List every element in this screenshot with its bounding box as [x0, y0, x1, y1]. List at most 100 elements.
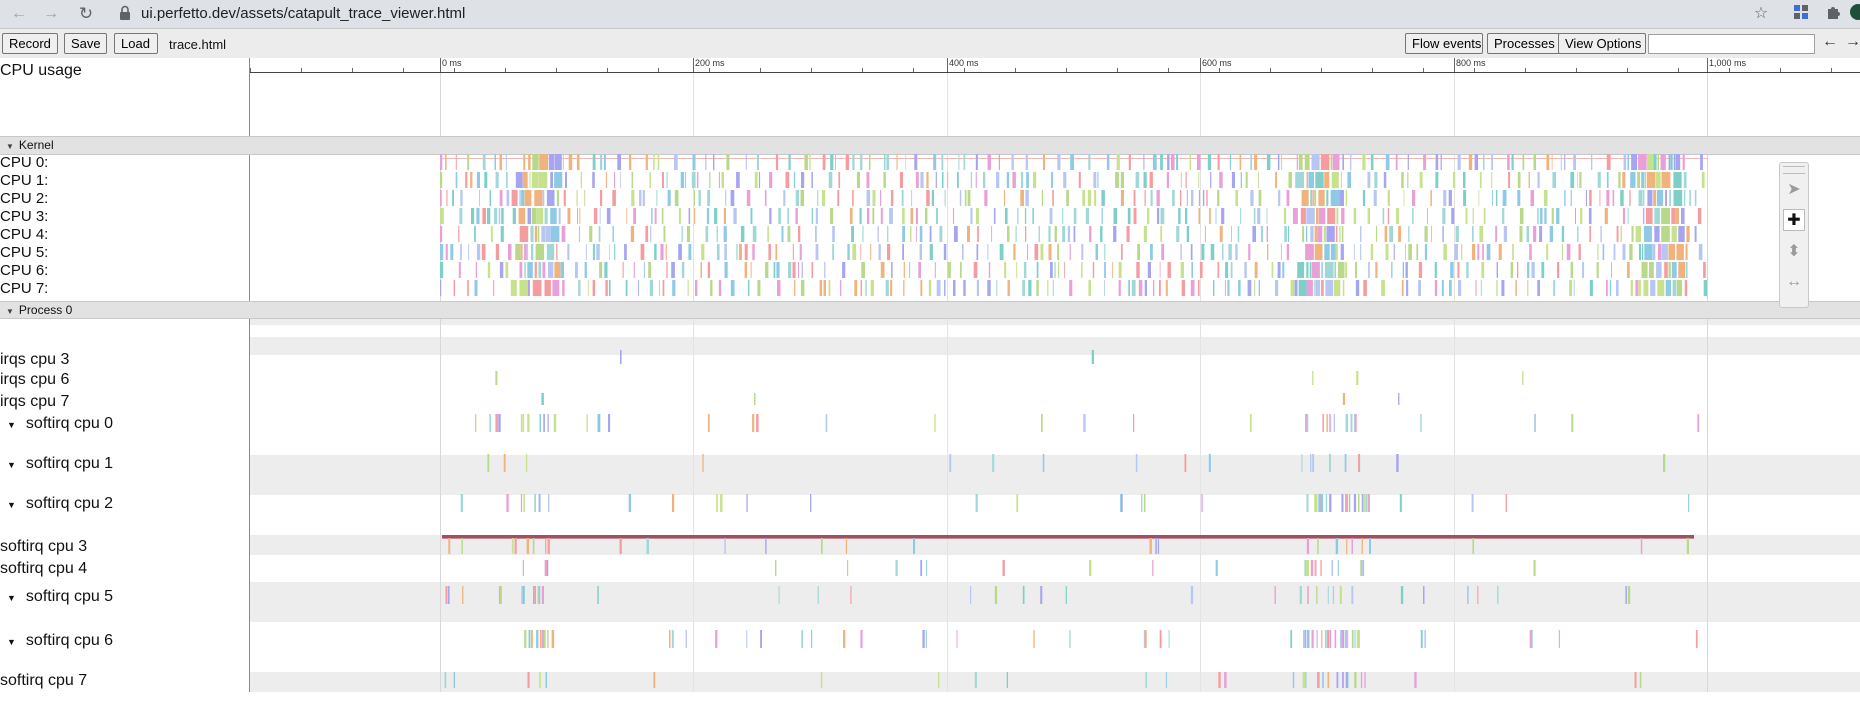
trace-slice[interactable]	[524, 244, 527, 260]
trace-slice[interactable]	[458, 262, 461, 278]
trace-slice[interactable]	[453, 280, 455, 296]
trace-slice[interactable]	[975, 172, 977, 188]
trace-slice[interactable]	[823, 280, 827, 296]
trace-slice[interactable]	[592, 280, 596, 296]
trace-slice[interactable]	[1249, 414, 1252, 432]
trace-slice[interactable]	[903, 262, 905, 278]
trace-slice[interactable]	[474, 280, 478, 296]
trace-slice[interactable]	[1209, 208, 1211, 224]
trace-slice[interactable]	[1267, 244, 1269, 260]
trace-slice[interactable]	[959, 190, 962, 206]
trace-slice[interactable]	[769, 172, 773, 188]
trace-slice[interactable]	[1298, 154, 1303, 170]
trace-slice[interactable]	[1517, 262, 1519, 278]
trace-slice[interactable]	[1078, 172, 1081, 188]
trace-slice[interactable]	[1333, 414, 1335, 432]
trace-slice[interactable]	[487, 262, 491, 278]
trace-slice[interactable]	[1689, 190, 1691, 206]
trace-slice[interactable]	[1638, 154, 1647, 170]
trace-slice[interactable]	[1564, 190, 1566, 206]
trace-slice[interactable]	[754, 393, 756, 405]
trace-slice[interactable]	[998, 154, 1000, 170]
trace-slice[interactable]	[1106, 154, 1110, 170]
trace-slice[interactable]	[1671, 226, 1677, 242]
trace-slice[interactable]	[1534, 414, 1536, 432]
trace-slice[interactable]	[1501, 280, 1505, 296]
trace-slice[interactable]	[589, 226, 593, 242]
trace-slice[interactable]	[926, 190, 930, 206]
trace-slice[interactable]	[1463, 172, 1466, 188]
trace-slice[interactable]	[624, 244, 627, 260]
trace-slice[interactable]	[1546, 244, 1549, 260]
trace-slice[interactable]	[672, 280, 676, 296]
trace-slice[interactable]	[1022, 280, 1025, 296]
trace-slice[interactable]	[925, 208, 928, 224]
trace-slice[interactable]	[1611, 262, 1612, 278]
trace-slice[interactable]	[1332, 154, 1340, 170]
trace-slice[interactable]	[1231, 172, 1235, 188]
trace-slice[interactable]	[1353, 208, 1357, 224]
trace-slice[interactable]	[1275, 172, 1277, 188]
trace-slice[interactable]	[1480, 280, 1482, 296]
trace-slice[interactable]	[1016, 262, 1018, 278]
trace-slice[interactable]	[1314, 280, 1316, 296]
trace-slice[interactable]	[1324, 244, 1330, 260]
trace-slice[interactable]	[1606, 172, 1609, 188]
trace-slice[interactable]	[1643, 280, 1649, 296]
trace-slice[interactable]	[1622, 172, 1626, 188]
trace-slice[interactable]	[895, 560, 898, 576]
trace-slice[interactable]	[1341, 494, 1344, 512]
trace-slice[interactable]	[1324, 262, 1334, 278]
trace-slice[interactable]	[1244, 262, 1247, 278]
trace-slice[interactable]	[685, 172, 687, 188]
find-previous-button[interactable]: ←	[1822, 33, 1838, 50]
trace-slice[interactable]	[445, 244, 448, 260]
processes-button[interactable]: Processes	[1487, 33, 1562, 54]
trace-slice[interactable]	[653, 154, 655, 170]
trace-slice[interactable]	[817, 190, 819, 206]
trace-slice[interactable]	[934, 414, 936, 432]
trace-slice[interactable]	[1258, 172, 1259, 188]
trace-slice[interactable]	[1642, 244, 1644, 260]
trace-slice[interactable]	[576, 154, 580, 170]
trace-slice[interactable]	[859, 208, 862, 224]
trace-slice[interactable]	[1305, 560, 1308, 576]
trace-slice[interactable]	[1100, 226, 1103, 242]
trace-slice[interactable]	[587, 280, 589, 296]
trace-slice[interactable]	[631, 172, 634, 188]
trace-slice[interactable]	[1087, 190, 1091, 206]
trace-slice[interactable]	[902, 226, 906, 242]
trace-slice[interactable]	[1653, 190, 1657, 206]
trace-slice[interactable]	[1290, 280, 1295, 296]
trace-slice[interactable]	[1449, 280, 1452, 296]
trace-slice[interactable]	[1227, 280, 1230, 296]
trace-slice[interactable]	[1254, 154, 1258, 170]
trace-slice[interactable]	[580, 172, 582, 188]
trace-slice[interactable]	[597, 414, 600, 432]
trace-slice[interactable]	[773, 262, 776, 278]
trace-slice[interactable]	[1066, 190, 1069, 206]
trace-slice[interactable]	[1373, 190, 1377, 206]
trace-slice[interactable]	[929, 226, 932, 242]
trace-slice[interactable]	[1673, 154, 1676, 170]
trace-slice[interactable]	[556, 190, 560, 206]
trace-slice[interactable]	[811, 172, 813, 188]
trace-slice[interactable]	[1073, 226, 1076, 242]
trace-slice[interactable]	[847, 244, 850, 260]
trace-slice[interactable]	[1306, 414, 1309, 432]
trace-slice[interactable]	[851, 226, 854, 242]
trace-slice[interactable]	[1573, 280, 1575, 296]
save-button[interactable]: Save	[64, 33, 107, 54]
trace-slice[interactable]	[1089, 226, 1092, 242]
trace-slice[interactable]	[1321, 630, 1323, 648]
trace-slice[interactable]	[544, 208, 548, 224]
trace-slice[interactable]	[800, 280, 805, 296]
trace-slice[interactable]	[1314, 560, 1317, 576]
trace-slice[interactable]	[1219, 226, 1223, 242]
trace-slice[interactable]	[1675, 154, 1681, 170]
trace-slice[interactable]	[1599, 190, 1601, 206]
trace-slice[interactable]	[1159, 630, 1162, 648]
puzzle-icon[interactable]	[1822, 4, 1844, 24]
trace-slice[interactable]	[788, 262, 792, 278]
trace-slice[interactable]	[1012, 172, 1016, 188]
